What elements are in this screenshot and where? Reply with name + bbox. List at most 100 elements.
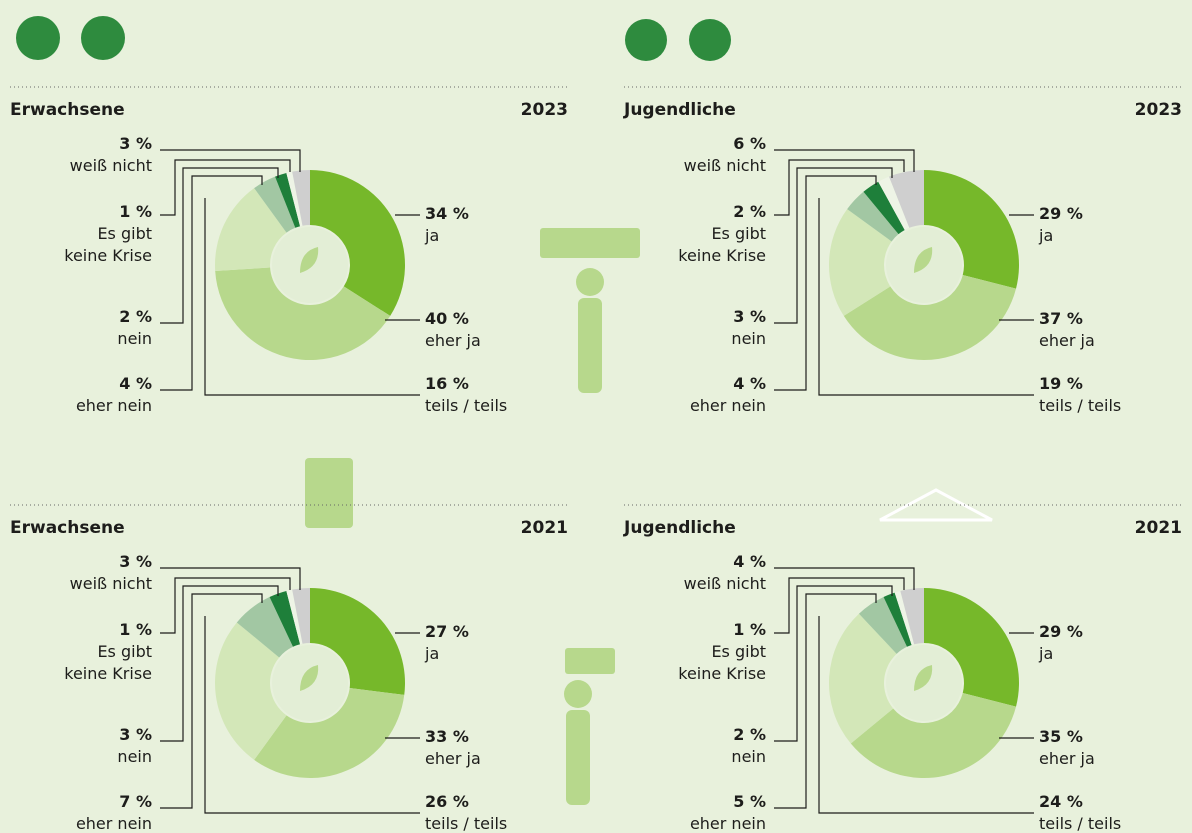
value-label: 37 % <box>1039 309 1083 328</box>
value-label: 3 % <box>733 307 766 326</box>
category-label: eher nein <box>75 814 152 833</box>
value-label: 33 % <box>425 727 469 746</box>
category-label: weiß nicht <box>69 156 152 175</box>
donut-slice <box>829 209 892 316</box>
donut-slice <box>286 171 303 227</box>
donut-slice <box>286 589 303 645</box>
value-label: 1 % <box>733 620 766 639</box>
panel-year: 2023 <box>1134 100 1182 120</box>
leader-line <box>204 616 420 814</box>
donut-slice <box>894 590 915 645</box>
category-label: teils / teils <box>425 396 508 415</box>
donut-slice <box>254 176 296 233</box>
panel-title: Erwachsene <box>10 100 125 120</box>
leader-line <box>774 159 905 216</box>
category-label: eher nein <box>75 396 152 415</box>
leader-line <box>818 616 1034 814</box>
donut-slice <box>858 597 907 654</box>
category-label: teils / teils <box>1039 396 1122 415</box>
category-label: teils / teils <box>1039 814 1122 833</box>
leader-line <box>160 593 263 809</box>
panel-title: Erwachsene <box>10 518 125 538</box>
donut-slice <box>847 191 899 242</box>
icon-youth <box>689 19 731 61</box>
category-label: eher ja <box>425 331 481 350</box>
category-label: ja <box>425 226 440 245</box>
panel-title: Jugendliche <box>624 518 736 538</box>
leader-line <box>774 567 915 590</box>
category-label: nein <box>731 329 766 348</box>
panel-year: 2021 <box>520 518 568 538</box>
donut-slice <box>863 181 905 235</box>
leader-line <box>160 567 301 590</box>
leader-line <box>160 159 291 216</box>
value-label: 24 % <box>1039 792 1083 811</box>
icon-youth <box>625 19 667 61</box>
value-label: 27 % <box>425 622 469 641</box>
panel-year: 2023 <box>520 100 568 120</box>
leader-line <box>774 585 893 742</box>
icon-adult <box>16 16 60 60</box>
value-label: 1 % <box>119 202 152 221</box>
category-label: eher ja <box>1039 331 1095 350</box>
category-label: teils / teils <box>425 814 508 833</box>
value-label: 2 % <box>119 307 152 326</box>
category-label: Es gibt keine Krise <box>64 642 152 683</box>
leader-line <box>160 167 279 324</box>
decor-icons <box>16 16 993 805</box>
category-label: Es gibt keine Krise <box>678 224 766 265</box>
value-label: 29 % <box>1039 204 1083 223</box>
donut-slice <box>236 597 293 658</box>
value-label: 34 % <box>425 204 469 223</box>
category-label: Es gibt keine Krise <box>678 642 766 683</box>
donut-slice <box>883 592 912 647</box>
donut-slice <box>924 170 1019 289</box>
leaf-icon <box>300 665 319 691</box>
category-label: ja <box>1039 226 1054 245</box>
leader-line <box>774 149 915 172</box>
leader-line <box>774 167 893 324</box>
value-label: 4 % <box>119 374 152 393</box>
category-label: Es gibt keine Krise <box>64 224 152 265</box>
leader-line <box>160 175 263 391</box>
category-label: weiß nicht <box>69 574 152 593</box>
value-label: 4 % <box>733 374 766 393</box>
donut-slice <box>310 170 405 316</box>
donut-slice <box>215 188 287 271</box>
value-label: 3 % <box>119 552 152 571</box>
leaf-icon <box>300 247 319 273</box>
category-label: weiß nicht <box>683 574 766 593</box>
donut-slice <box>292 588 310 644</box>
value-label: 40 % <box>425 309 469 328</box>
donut-slice <box>850 692 1017 779</box>
donut-slice <box>269 590 301 647</box>
value-label: 26 % <box>425 792 469 811</box>
value-label: 5 % <box>733 792 766 811</box>
donut-slice <box>310 588 405 695</box>
value-label: 29 % <box>1039 622 1083 641</box>
panel-year: 2021 <box>1134 518 1182 538</box>
value-label: 2 % <box>733 725 766 744</box>
donut-slice <box>275 172 301 228</box>
value-label: 2 % <box>733 202 766 221</box>
category-label: nein <box>117 329 152 348</box>
value-label: 4 % <box>733 552 766 571</box>
category-label: ja <box>1039 644 1054 663</box>
leader-line <box>160 585 279 742</box>
panel-title: Jugendliche <box>624 100 736 120</box>
leader-line <box>160 149 301 172</box>
value-label: 6 % <box>733 134 766 153</box>
donut-slice <box>215 267 391 360</box>
icon-adult <box>81 16 125 60</box>
donut-slice <box>254 688 405 778</box>
value-label: 16 % <box>425 374 469 393</box>
category-label: eher nein <box>689 814 766 833</box>
donut-slice <box>889 170 924 228</box>
leader-line <box>818 198 1034 396</box>
donut-slice <box>900 588 924 645</box>
category-label: eher ja <box>425 749 481 768</box>
leader-line <box>774 577 905 634</box>
category-label: eher nein <box>689 396 766 415</box>
donut-slice <box>878 176 910 230</box>
